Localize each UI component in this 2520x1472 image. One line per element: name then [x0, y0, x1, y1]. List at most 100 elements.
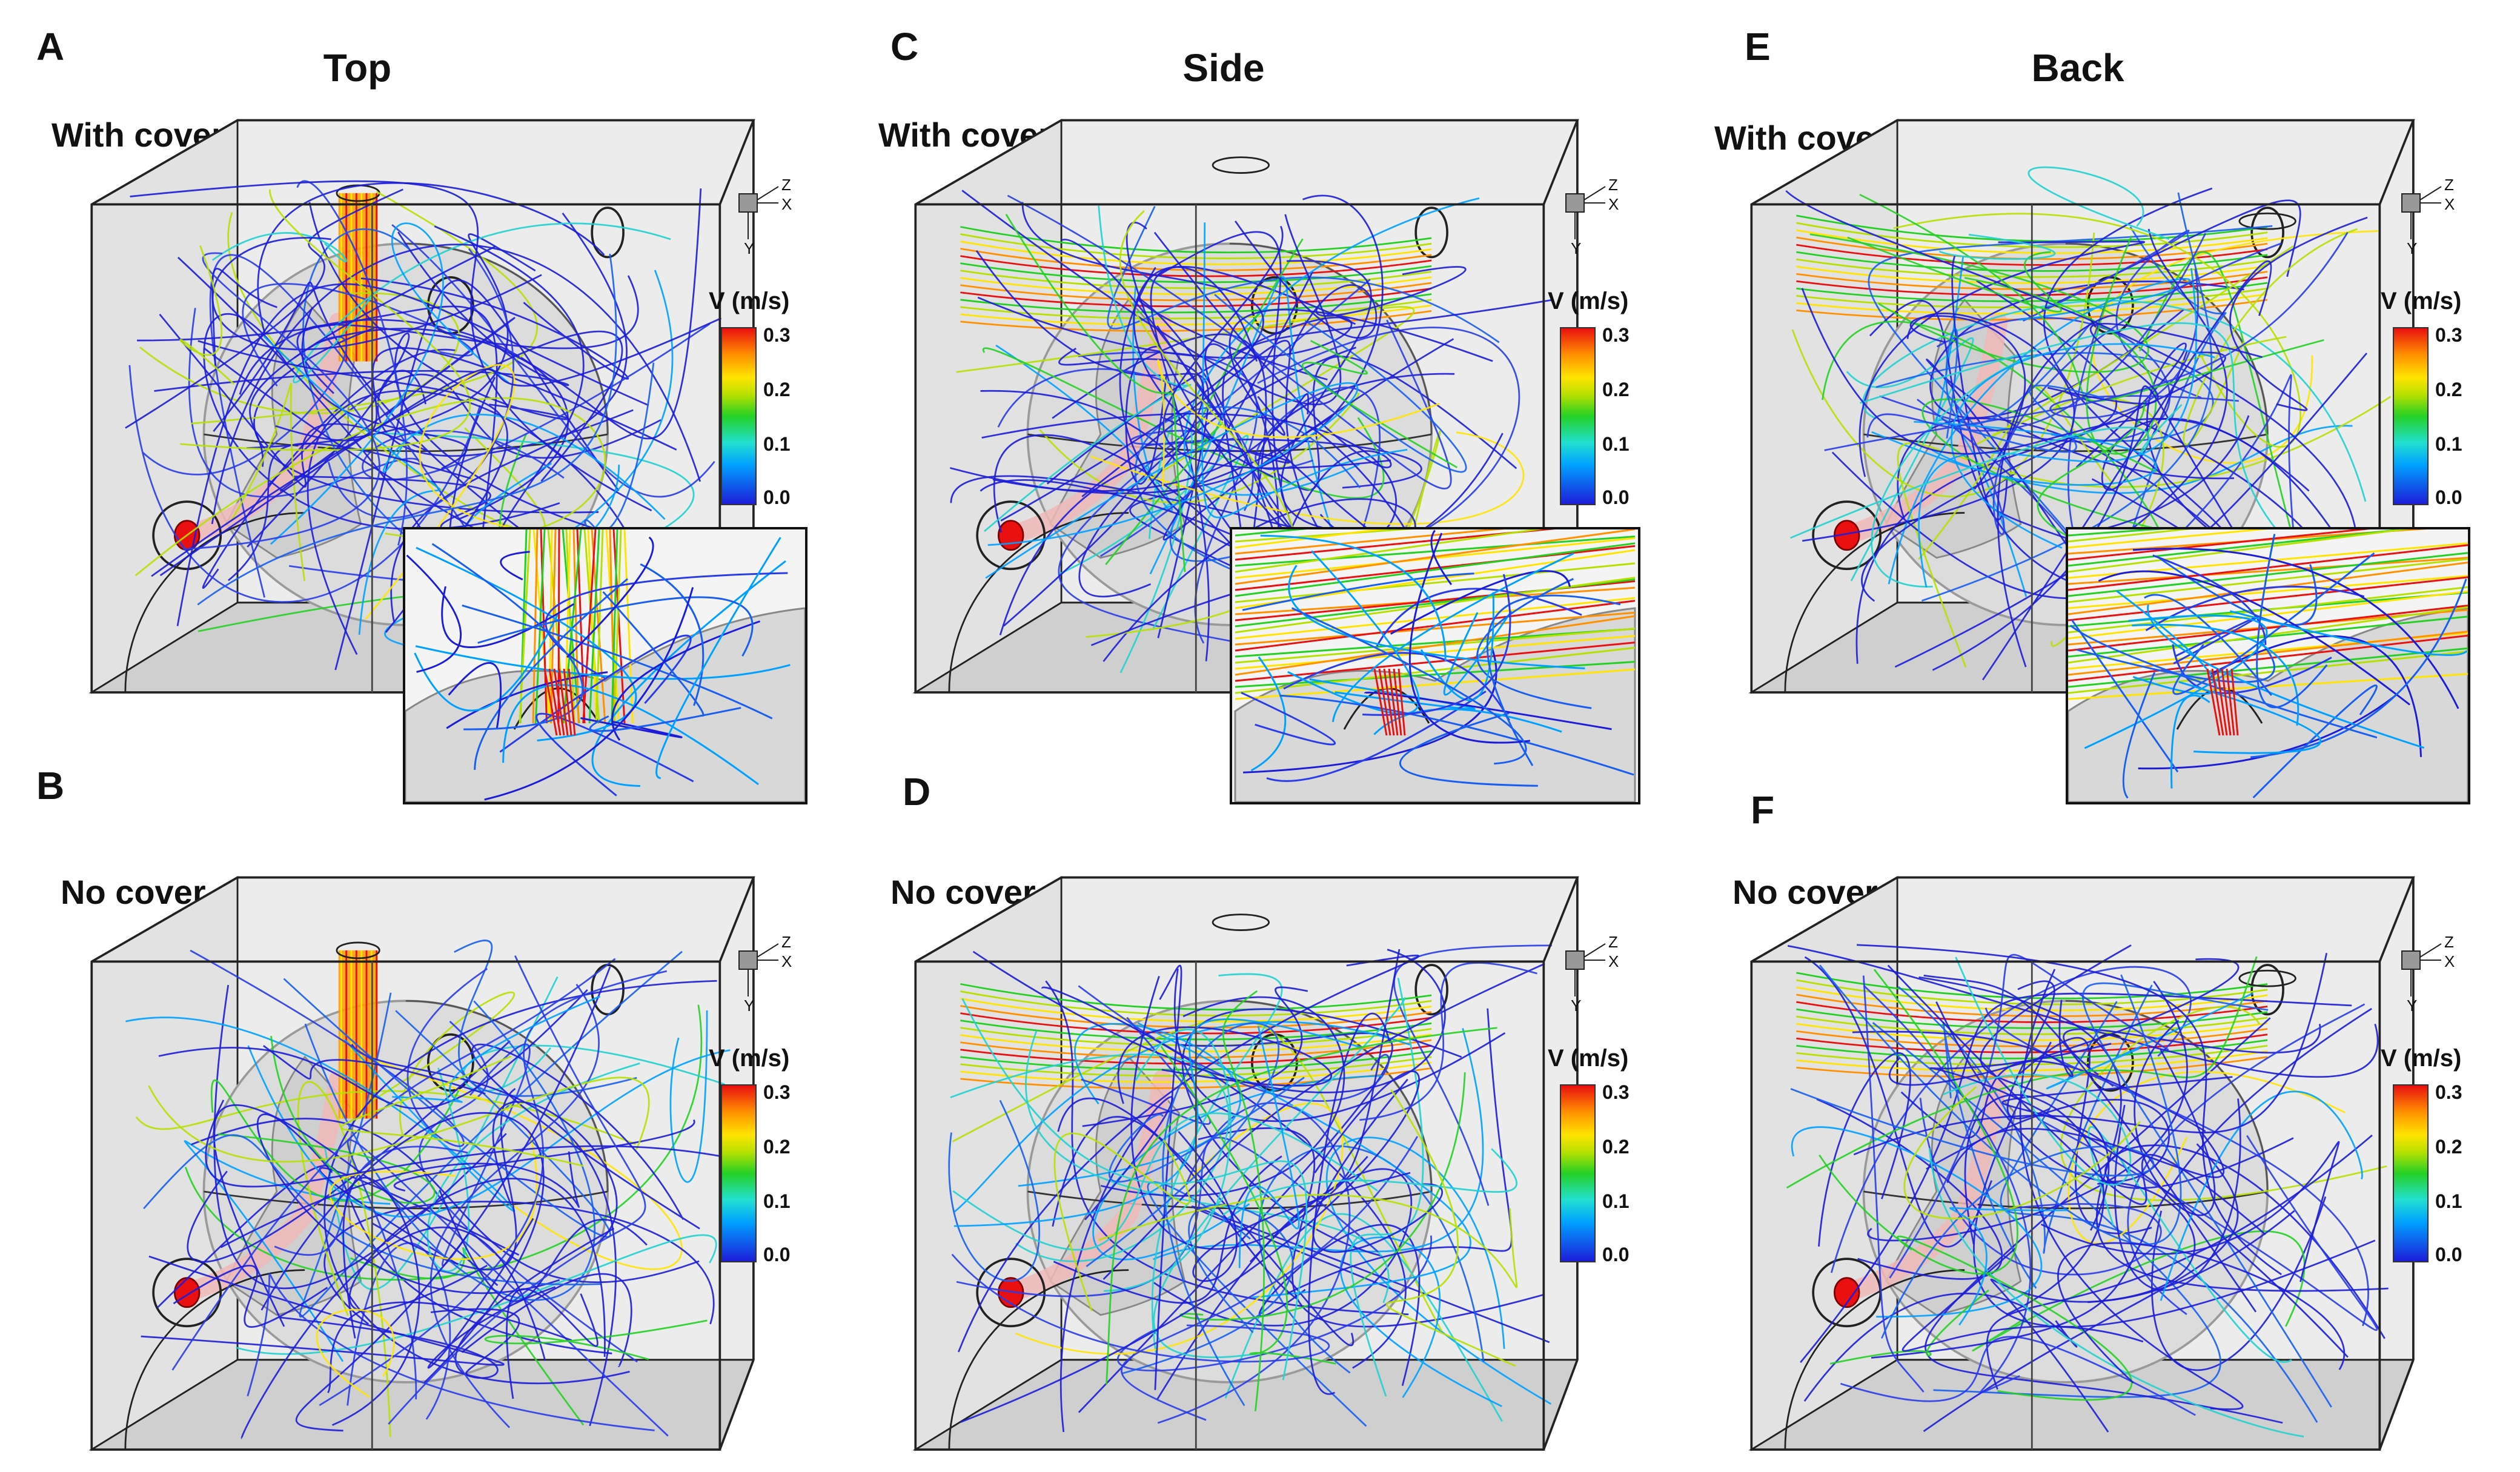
streamline: [2068, 605, 2468, 652]
streamline: [1015, 1102, 1344, 1355]
streamline: [1383, 668, 1395, 736]
streamline: [2040, 1141, 2340, 1282]
streamline: [985, 382, 1359, 579]
streamline: [961, 998, 1308, 1381]
streamline: [950, 1053, 1230, 1262]
streamline: [1801, 288, 2377, 606]
streamline: [1147, 1181, 1367, 1427]
streamline: [2049, 269, 2239, 419]
streamline: [1238, 1026, 1300, 1268]
zoom-inset-a: [403, 527, 807, 804]
streamline: [2069, 625, 2378, 738]
legend-tick: 0.0: [2435, 486, 2462, 508]
streamline: [1018, 1023, 1241, 1187]
streamline: [2047, 322, 2263, 405]
streamline: [1388, 668, 1399, 736]
axis-cube: [2401, 950, 2421, 970]
streamline: [2076, 640, 2275, 683]
legend-tick: 0.0: [1602, 486, 1630, 508]
streamline: [203, 313, 560, 531]
streamline: [1121, 1136, 1418, 1421]
streamline: [566, 536, 654, 658]
streamline-plot: [1748, 876, 2415, 1451]
streamline: [506, 1288, 598, 1399]
legend-tick: 0.3: [1602, 324, 1630, 346]
nostril-opening: [976, 500, 1046, 571]
x-axis-label: X: [2444, 195, 2455, 213]
box-edge: [2378, 1359, 2415, 1450]
streamline: [2068, 529, 2411, 573]
streamline: [572, 529, 580, 724]
panel-d-side-no-cover: [872, 866, 1660, 1472]
streamline: [2122, 672, 2156, 799]
streamline: [1862, 975, 1925, 1393]
streamline: [1235, 611, 1636, 646]
streamline: [2028, 166, 2170, 240]
streamline: [143, 1134, 602, 1285]
y-axis-label: Y: [744, 239, 755, 257]
streamline: [213, 1104, 499, 1327]
axis-cube: [1565, 193, 1585, 213]
streamline: [1866, 233, 2207, 438]
streamline: [1373, 668, 1388, 736]
streamline: [301, 307, 468, 469]
streamline: [2206, 668, 2221, 736]
streamline: [589, 706, 741, 732]
streamline: [1053, 1132, 1191, 1311]
streamline: [426, 1063, 640, 1272]
nostril-opening: [1812, 500, 1882, 571]
streamline: [1151, 973, 1283, 1353]
streamline: [1078, 985, 1390, 1102]
streamline: [2068, 651, 2468, 694]
streamline: [2230, 668, 2239, 736]
streamline: [2068, 634, 2468, 682]
streamline: [1162, 271, 1454, 541]
y-axis-label: Y: [2407, 996, 2418, 1015]
streamline: [128, 365, 481, 603]
legend-tick: 0.2: [2435, 1136, 2462, 1158]
streamline: [558, 668, 569, 736]
streamline: [1100, 996, 1345, 1197]
streamline: [329, 1130, 538, 1260]
streamline: [502, 684, 759, 786]
streamline: [1104, 1029, 1232, 1292]
panel-label-b: No cover: [61, 873, 206, 911]
vent-opening: [591, 207, 625, 259]
streamline: [655, 537, 781, 780]
streamline: [270, 222, 510, 545]
streamline: [2173, 615, 2259, 665]
streamline: [1288, 565, 1585, 669]
streamline: [2068, 529, 2370, 561]
velocity-legend-b: V (m/s) 0.3 0.2 0.1 0.0: [709, 1045, 830, 1287]
streamline: [247, 1273, 655, 1431]
streamline: [1802, 313, 2075, 542]
streamline: [1785, 190, 2358, 583]
streamline: [2183, 228, 2358, 446]
streamline: [958, 954, 1420, 1353]
airway-model: [1837, 1070, 2008, 1302]
streamline: [2132, 623, 2300, 726]
streamline: [1331, 552, 1574, 722]
streamline: [217, 1035, 436, 1204]
airway-outlet: [1833, 1277, 1860, 1308]
axis-cube: [738, 193, 758, 213]
legend-tick: 0.2: [1602, 379, 1630, 400]
airway-outlet: [173, 1277, 201, 1308]
streamline: [377, 370, 634, 457]
streamline: [1228, 308, 1493, 436]
box-edge: [914, 876, 1579, 1451]
head-seam: [204, 1190, 608, 1210]
streamline: [346, 1242, 451, 1420]
streamline: [2068, 631, 2468, 676]
streamline: [372, 1088, 517, 1271]
streamline: [323, 1201, 715, 1325]
streamline: [1951, 384, 2104, 453]
head-seam: [1863, 1190, 2268, 1210]
streamline: [1909, 315, 2026, 490]
streamline: [1871, 1007, 2372, 1359]
streamline: [948, 1099, 1041, 1282]
streamline: [205, 1099, 726, 1188]
streamline: [1258, 1145, 1485, 1374]
streamline: [148, 1076, 650, 1163]
